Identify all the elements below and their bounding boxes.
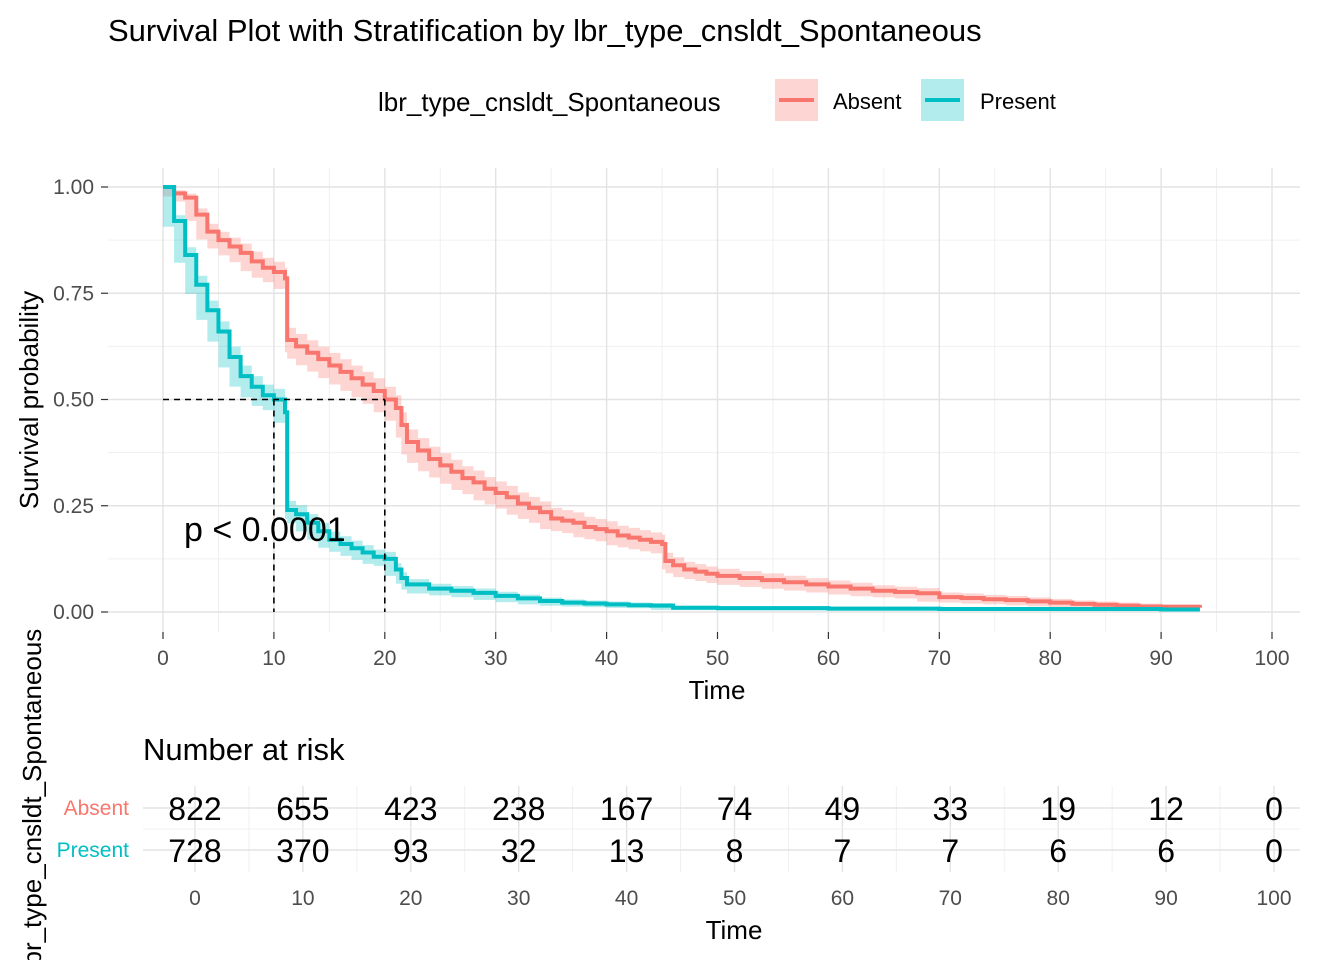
risk-cell-absent: 238 [492, 791, 545, 827]
median-lines [163, 398, 386, 612]
legend-label-absent: Absent [833, 89, 902, 114]
y-axis-label: Survival probability [14, 291, 44, 509]
risk-table-x-label: Time [706, 915, 763, 945]
risk-table-title: Number at risk [143, 732, 345, 767]
risk-table-cells: 822 655 423 238 167 74 49 33 19 12 0 728 370 93 32 13 8 7… [168, 791, 1283, 869]
risk-cell-present: 32 [501, 833, 537, 869]
risk-cell-present: 6 [1049, 833, 1067, 869]
x-tick-label: 80 [1039, 647, 1062, 670]
p-value-label: p < 0.0001 [184, 511, 346, 549]
x-axis-label: Time [689, 675, 746, 705]
curve-absent [163, 185, 1202, 609]
risk-x-tick-label: 70 [939, 887, 962, 910]
y-tick-label: 0.00 [53, 601, 94, 624]
risk-cell-absent: 19 [1040, 791, 1076, 827]
risk-cell-absent: 0 [1265, 791, 1283, 827]
x-tick-label: 60 [817, 647, 840, 670]
risk-cell-present: 6 [1157, 833, 1175, 869]
risk-x-tick-label: 90 [1154, 887, 1177, 910]
risk-x-tick-label: 40 [615, 887, 638, 910]
risk-cell-present: 93 [393, 833, 429, 869]
risk-cell-present: 13 [609, 833, 645, 869]
risk-cell-absent: 167 [600, 791, 653, 827]
band-absent [163, 187, 1200, 611]
risk-x-tick-label: 100 [1256, 887, 1291, 910]
y-axis-ticks: 0.00 0.25 0.50 0.75 1.00 [53, 176, 108, 624]
x-tick-label: 100 [1254, 647, 1289, 670]
y-tick-label: 0.75 [53, 282, 94, 305]
x-axis-ticks: 0 10 20 30 40 50 60 70 80 90 100 [157, 632, 1290, 670]
confidence-bands [163, 187, 1200, 612]
risk-cell-present: 370 [276, 833, 329, 869]
legend-label-present: Present [980, 89, 1056, 114]
risk-table-row-labels: Absent Present [57, 797, 130, 862]
y-tick-label: 0.25 [53, 495, 94, 518]
risk-cell-absent: 423 [384, 791, 437, 827]
risk-x-tick-label: 20 [399, 887, 422, 910]
risk-cell-present: 8 [726, 833, 744, 869]
legend-title: lbr_type_cnsldt_Spontaneous [378, 87, 721, 117]
risk-x-tick-label: 30 [507, 887, 530, 910]
risk-x-tick-label: 0 [189, 887, 201, 910]
risk-cell-absent: 822 [168, 791, 221, 827]
legend: lbr_type_cnsldt_Spontaneous Absent Prese… [378, 79, 1056, 121]
risk-table-grid [143, 786, 1300, 872]
risk-cell-present: 0 [1265, 833, 1283, 869]
risk-cell-absent: 49 [825, 791, 861, 827]
x-tick-label: 70 [928, 647, 951, 670]
risk-table-y-label: lbr_type_cnsldt_Spontaneous [17, 629, 47, 960]
y-tick-label: 1.00 [53, 176, 94, 199]
risk-table-x-ticks: 0 10 20 30 40 50 60 70 80 90 100 [189, 887, 1291, 910]
x-tick-label: 0 [157, 647, 169, 670]
x-tick-label: 40 [595, 647, 618, 670]
risk-cell-present: 7 [941, 833, 959, 869]
risk-x-tick-label: 10 [291, 887, 314, 910]
risk-row-label-absent: Absent [64, 797, 130, 820]
risk-cell-present: 728 [168, 833, 221, 869]
risk-cell-absent: 33 [933, 791, 969, 827]
y-tick-label: 0.50 [53, 389, 94, 412]
chart-title: Survival Plot with Stratification by lbr… [108, 13, 982, 48]
x-tick-label: 20 [373, 647, 396, 670]
x-tick-label: 90 [1149, 647, 1172, 670]
risk-cell-present: 7 [834, 833, 852, 869]
risk-cell-absent: 655 [276, 791, 329, 827]
risk-x-tick-label: 50 [723, 887, 746, 910]
risk-cell-absent: 12 [1148, 791, 1184, 827]
risk-x-tick-label: 80 [1047, 887, 1070, 910]
x-tick-label: 30 [484, 647, 507, 670]
x-tick-label: 10 [262, 647, 285, 670]
risk-row-label-present: Present [57, 839, 130, 862]
risk-x-tick-label: 60 [831, 887, 854, 910]
risk-cell-absent: 74 [717, 791, 753, 827]
x-tick-label: 50 [706, 647, 729, 670]
